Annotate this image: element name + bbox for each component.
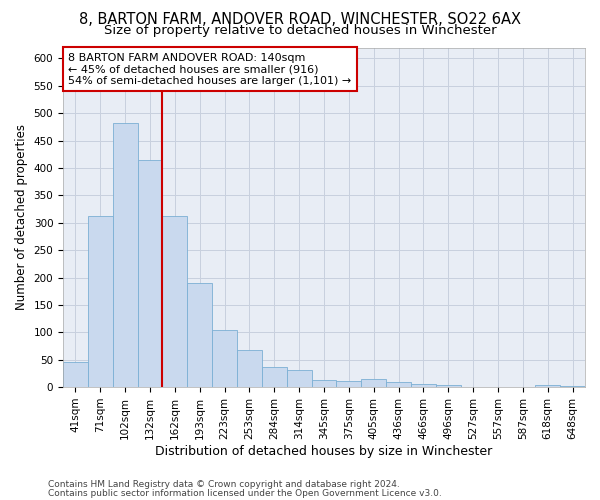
Text: Contains public sector information licensed under the Open Government Licence v3: Contains public sector information licen… <box>48 488 442 498</box>
Bar <box>262 367 287 387</box>
Text: 8 BARTON FARM ANDOVER ROAD: 140sqm
← 45% of detached houses are smaller (916)
54: 8 BARTON FARM ANDOVER ROAD: 140sqm ← 45%… <box>68 52 352 86</box>
Bar <box>63 362 88 387</box>
Bar <box>237 350 262 387</box>
Bar <box>386 382 411 387</box>
Y-axis label: Number of detached properties: Number of detached properties <box>15 124 28 310</box>
Bar <box>311 380 337 387</box>
Text: Size of property relative to detached houses in Winchester: Size of property relative to detached ho… <box>104 24 496 37</box>
Bar <box>212 330 237 387</box>
Bar <box>485 386 511 387</box>
Bar <box>88 216 113 387</box>
Text: Contains HM Land Registry data © Crown copyright and database right 2024.: Contains HM Land Registry data © Crown c… <box>48 480 400 489</box>
Bar <box>187 283 212 387</box>
Bar <box>461 386 485 387</box>
Bar <box>113 123 137 387</box>
Bar <box>535 385 560 387</box>
X-axis label: Distribution of detached houses by size in Winchester: Distribution of detached houses by size … <box>155 444 493 458</box>
Bar <box>287 370 311 387</box>
Text: 8, BARTON FARM, ANDOVER ROAD, WINCHESTER, SO22 6AX: 8, BARTON FARM, ANDOVER ROAD, WINCHESTER… <box>79 12 521 28</box>
Bar <box>411 384 436 387</box>
Bar <box>436 386 461 387</box>
Bar <box>337 381 361 387</box>
Bar <box>361 380 386 387</box>
Bar <box>137 160 163 387</box>
Bar <box>560 386 585 387</box>
Bar <box>163 216 187 387</box>
